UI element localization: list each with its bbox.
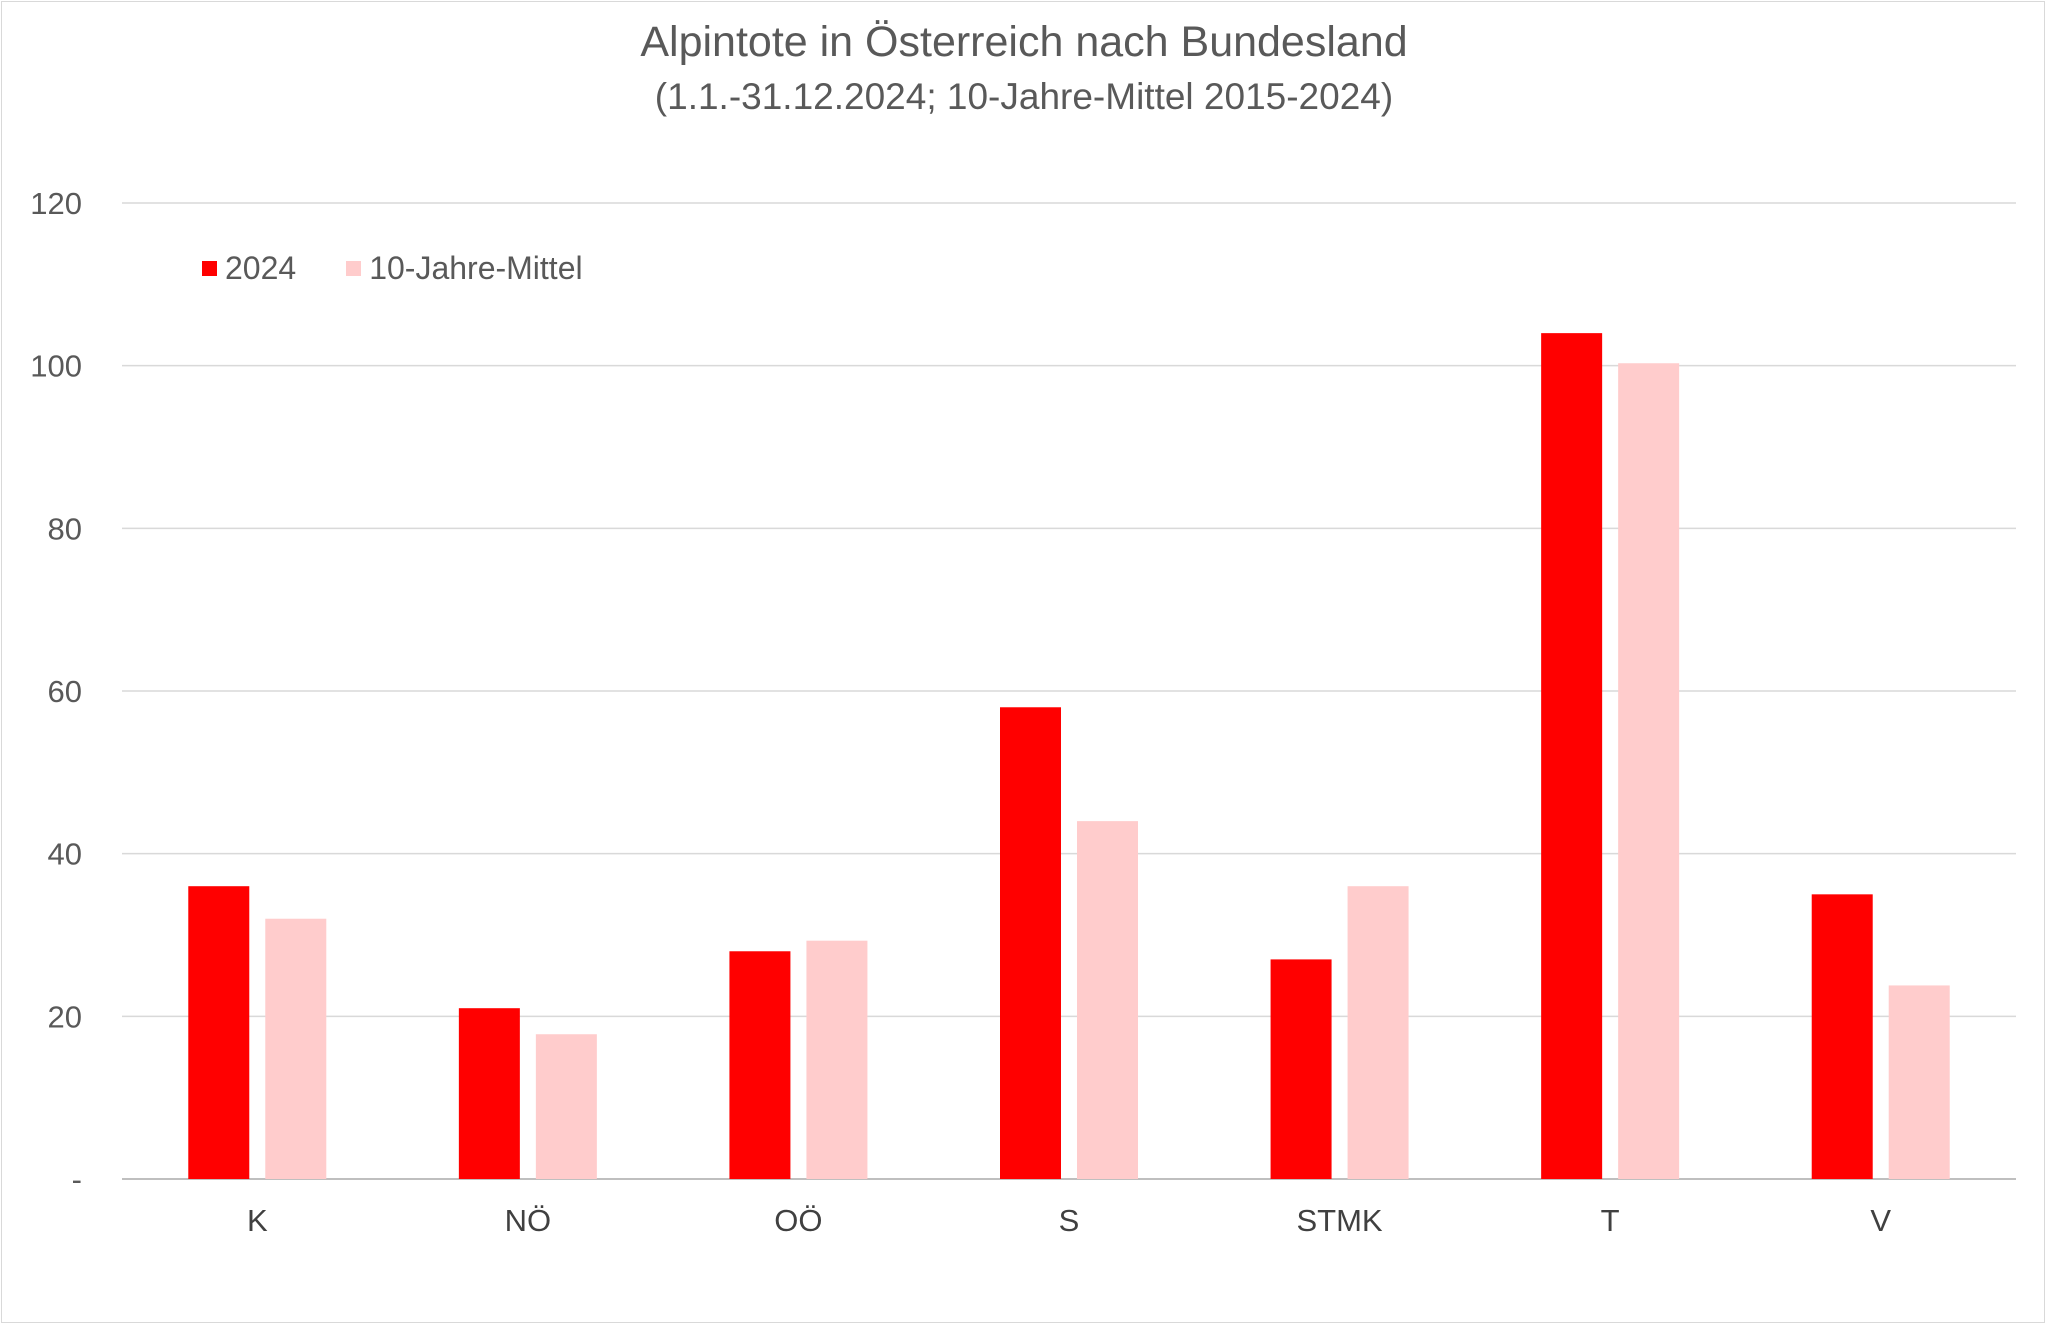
bar-10-jahre-mittel	[1077, 821, 1138, 1179]
x-tick-label: K	[247, 1203, 268, 1238]
bar-10-jahre-mittel	[1888, 985, 1950, 1179]
y-tick-label: 40	[48, 837, 82, 872]
legend-label-10-jahre-mittel: 10-Jahre-Mittel	[369, 250, 583, 286]
bar-10-jahre-mittel	[1347, 886, 1409, 1179]
legend-swatch-2024	[202, 261, 217, 276]
legend-item-10-jahre-mittel: 10-Jahre-Mittel	[346, 250, 583, 287]
x-tick-label: STMK	[1297, 1203, 1383, 1238]
bar-10-jahre-mittel	[265, 918, 327, 1179]
x-tick-label: S	[1059, 1203, 1080, 1238]
bar-10-jahre-mittel	[806, 940, 868, 1179]
x-tick-label: T	[1601, 1203, 1620, 1238]
y-tick-label: 60	[48, 674, 82, 709]
chart-subtitle: (1.1.-31.12.2024; 10-Jahre-Mittel 2015-2…	[654, 76, 1394, 117]
y-tick-label: 100	[30, 349, 82, 384]
x-tick-label: OÖ	[774, 1203, 822, 1238]
bar-2024	[729, 951, 791, 1179]
y-tick-label: 20	[48, 999, 82, 1034]
legend-swatch-10-jahre-mittel	[346, 261, 362, 276]
y-tick-label: 120	[30, 186, 82, 221]
bar-2024	[1811, 894, 1873, 1179]
bar-2024	[1270, 959, 1332, 1179]
y-tick-label: 80	[48, 511, 82, 546]
bar-2024	[188, 886, 250, 1179]
bar-10-jahre-mittel	[1618, 363, 1680, 1179]
legend-item-2024: 2024	[202, 250, 296, 287]
y-tick-label: -	[72, 1162, 82, 1197]
bar-2024	[458, 1008, 520, 1179]
chart-legend: 2024 10-Jahre-Mittel	[202, 250, 633, 287]
chart-title: Alpintote in Österreich nach Bundesland	[640, 18, 1408, 66]
bar-2024	[1541, 333, 1603, 1180]
bar-10-jahre-mittel	[535, 1034, 597, 1179]
legend-label-2024: 2024	[225, 250, 297, 286]
bar-2024	[1000, 707, 1061, 1179]
x-tick-label: NÖ	[505, 1203, 552, 1238]
x-tick-label: V	[1870, 1203, 1891, 1238]
